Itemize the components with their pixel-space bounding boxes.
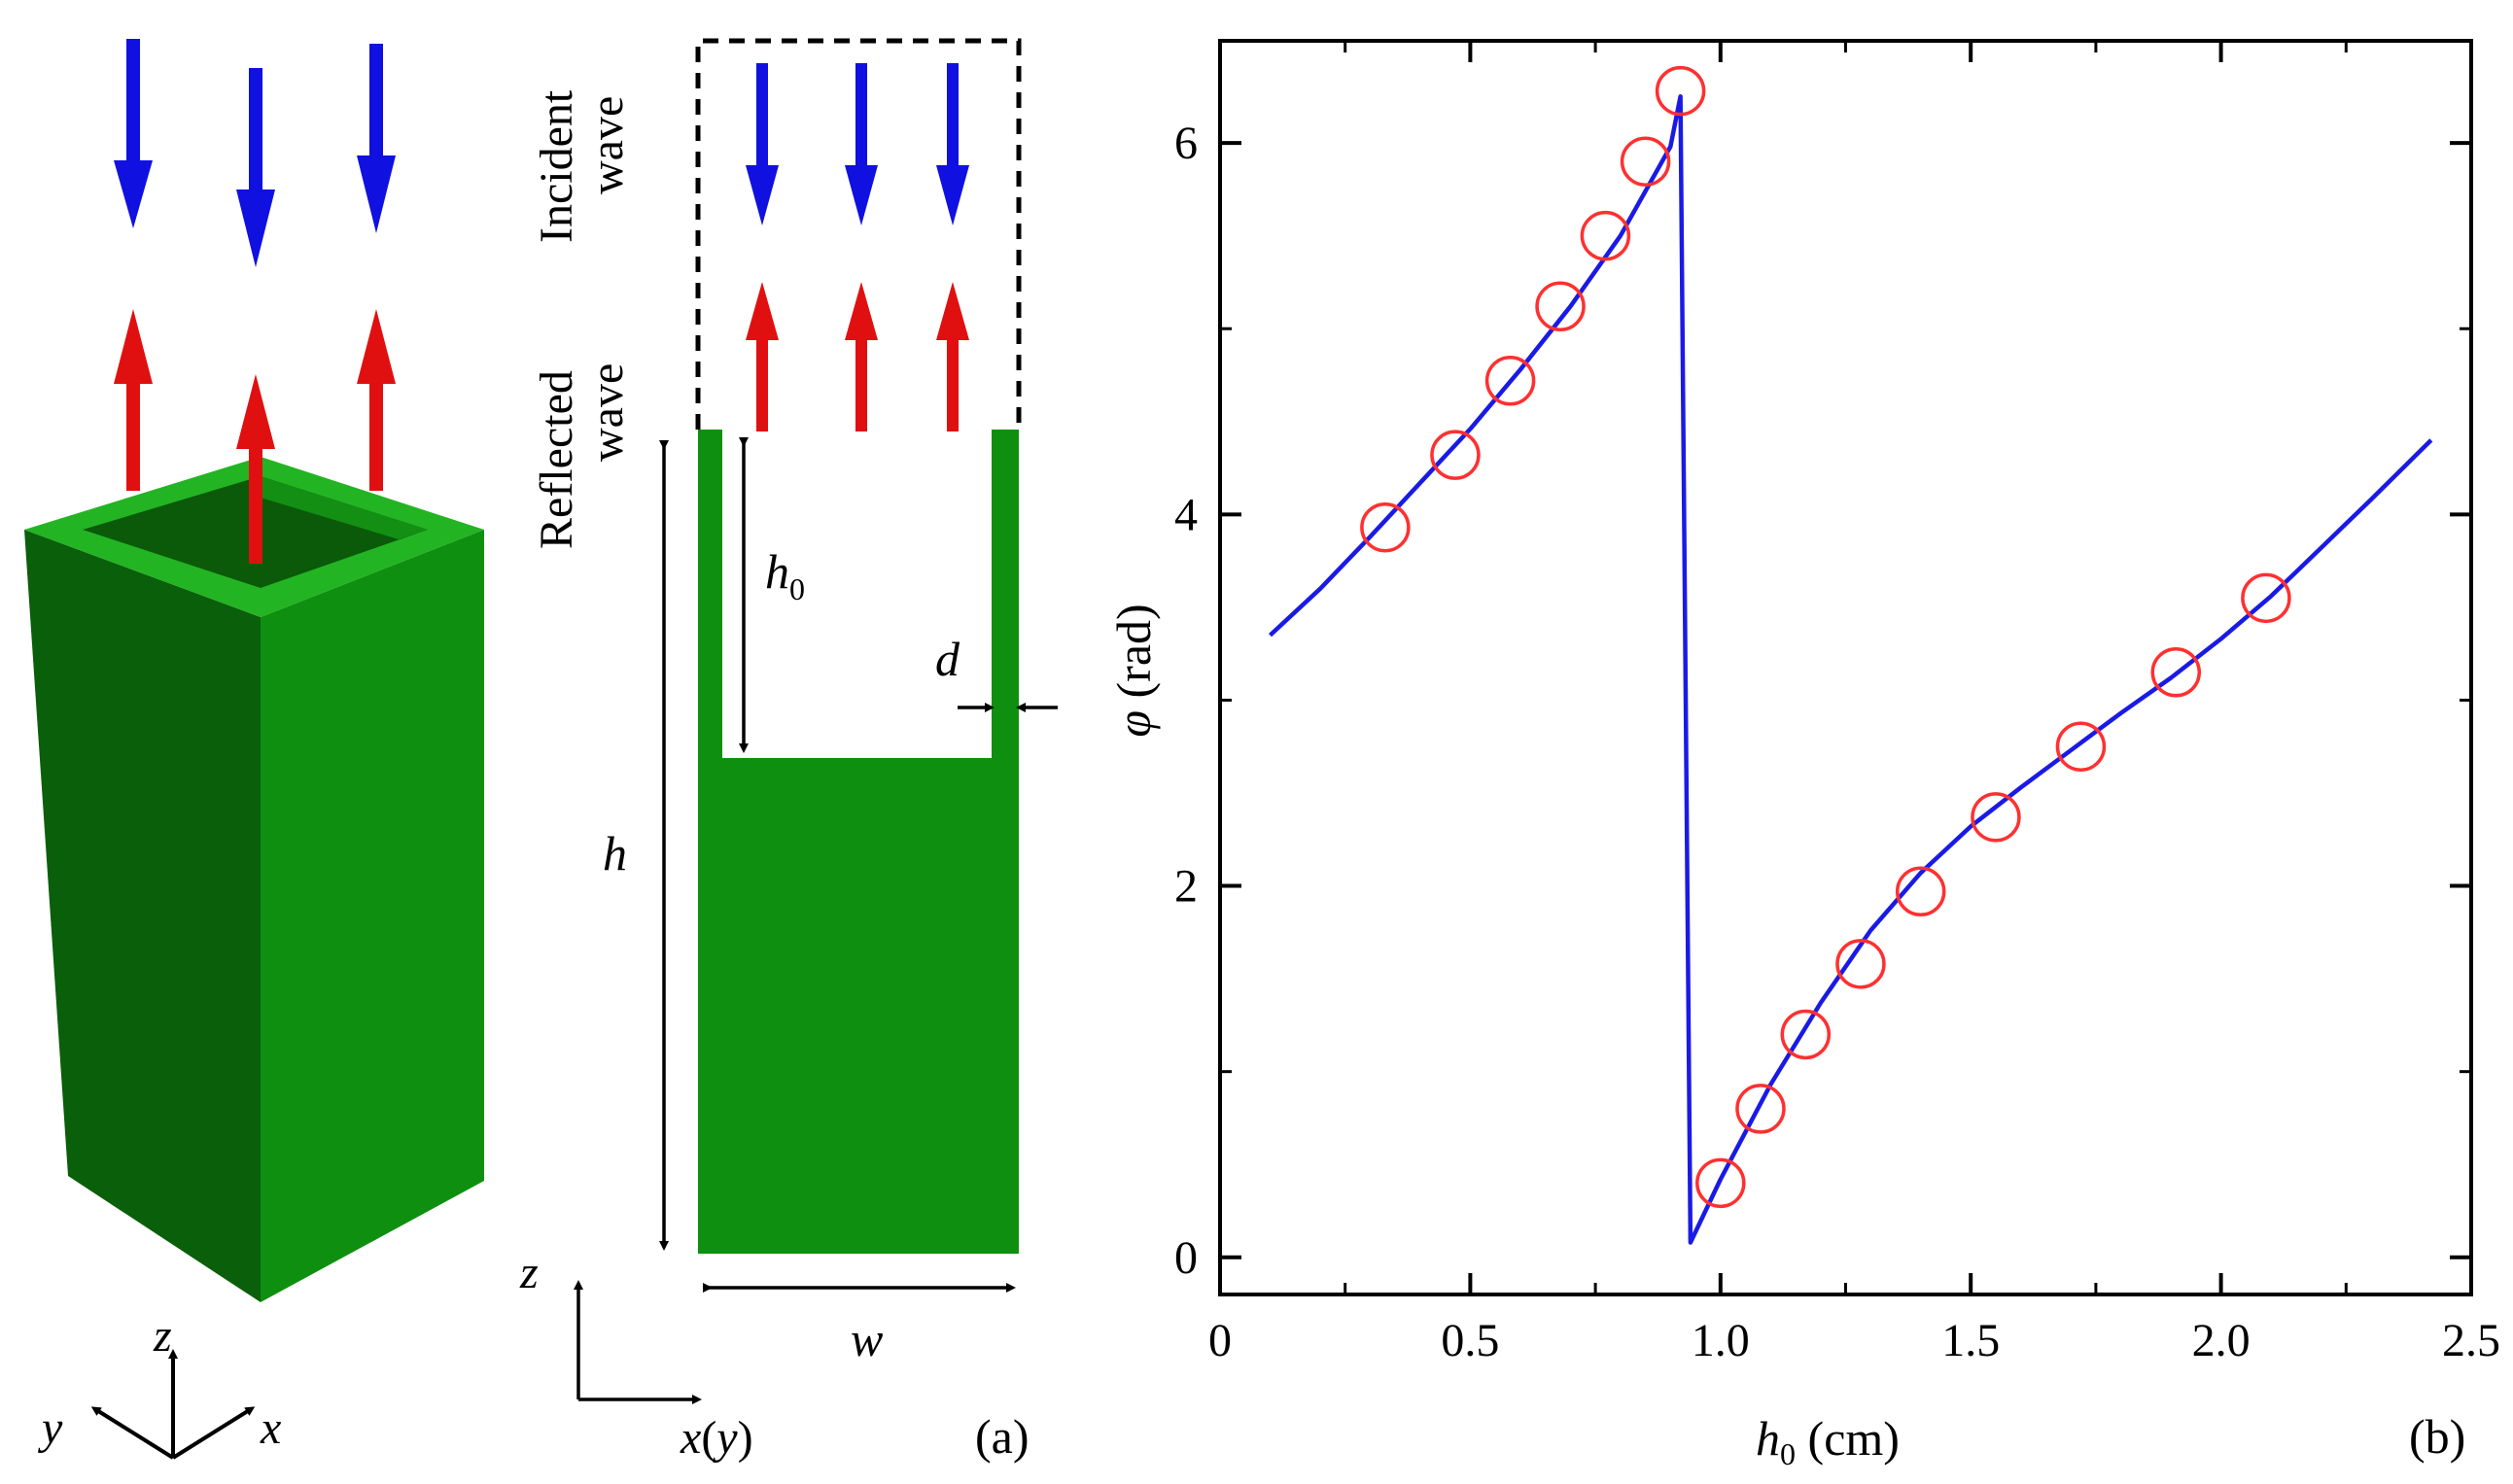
panel-b-label: (b) — [2409, 1409, 2465, 1464]
x-tick-label: 1.5 — [1941, 1315, 2000, 1366]
reflected-arrow — [236, 374, 275, 564]
x-tick-label: 2.5 — [2442, 1315, 2500, 1366]
x-tick-label: 0.5 — [1441, 1315, 1499, 1366]
data-point-marker — [1620, 136, 1671, 187]
data-point-marker — [1780, 1009, 1832, 1060]
data-point-marker — [1971, 792, 2021, 843]
data-point-marker — [1430, 430, 1481, 480]
incident-arrow — [845, 63, 878, 225]
data-point-marker — [1895, 866, 1946, 917]
dimension-lines — [659, 437, 1058, 1293]
y-tick-label: 6 — [1174, 118, 1198, 169]
data-point-marker — [1580, 210, 1631, 261]
incident-arrows-2d — [746, 63, 969, 225]
incident-wave-label-2: wave — [581, 96, 633, 194]
wave-text: Incident wave Reflected wave — [531, 89, 633, 549]
y-ticks: 0 2 4 6 — [1174, 118, 2471, 1284]
incident-arrow — [357, 44, 396, 233]
y-tick-label: 2 — [1174, 861, 1198, 913]
incident-arrow — [746, 63, 779, 225]
axis-z-label: z — [153, 1310, 172, 1362]
dim-w-label: w — [851, 1312, 883, 1366]
axis-x-label: x — [260, 1402, 281, 1454]
box-3d — [24, 457, 484, 1302]
x-tick-label: 0 — [1208, 1315, 1232, 1366]
box-top-inner-wall — [261, 476, 428, 539]
x-tick-label: 2.0 — [2192, 1315, 2251, 1366]
phase-chart: 0 0.5 1.0 1.5 2.0 2.5 0 2 4 6 — [1174, 39, 2500, 1366]
incident-arrows-3d — [114, 39, 396, 267]
data-point-marker — [1360, 501, 1411, 553]
x-ticks: 0 0.5 1.0 1.5 2.0 2.5 — [1208, 41, 2500, 1366]
incident-arrow — [236, 68, 275, 267]
dim-h-label: h — [603, 826, 627, 880]
incident-wave-label: Incident — [531, 89, 582, 243]
data-point-marker — [1695, 1157, 1746, 1209]
simulation-markers — [1360, 65, 2291, 1209]
data-point-marker — [1735, 1084, 1786, 1134]
data-point-marker — [1835, 939, 1886, 989]
reflected-arrow — [845, 282, 878, 431]
box-left-face — [24, 530, 261, 1302]
box-right-face — [261, 530, 484, 1302]
reflected-arrow — [746, 282, 779, 431]
y-axis-label: φ (rad) — [1106, 604, 1161, 737]
panel-a-label: (a) — [975, 1409, 1030, 1464]
data-point-marker — [2241, 572, 2291, 624]
data-point-marker — [2150, 647, 2202, 698]
incident-arrow — [114, 39, 153, 228]
incidence-region-box — [695, 38, 1022, 430]
dim-d-label: d — [935, 632, 960, 686]
axis-2d — [574, 1280, 702, 1404]
dim-h0-label: h0 — [765, 544, 805, 606]
reflected-wave-label-2: wave — [581, 363, 633, 462]
y-tick-label: 0 — [1174, 1232, 1198, 1284]
reflected-arrow — [357, 309, 396, 491]
plot-frame — [1218, 39, 2473, 1296]
reflected-arrow — [114, 309, 153, 491]
x-axis-label: h0 (cm) — [1756, 1411, 1900, 1471]
y-tick-label: 4 — [1174, 489, 1198, 540]
data-point-marker — [1655, 65, 1706, 117]
reflected-arrow — [936, 282, 969, 431]
reflected-wave-label: Reflected — [531, 370, 582, 549]
reflected-arrows-3d — [114, 309, 396, 564]
axis-y-label: y — [37, 1402, 63, 1454]
incident-arrow — [936, 63, 969, 225]
axis-triad-3d — [90, 1349, 256, 1460]
data-point-marker — [1484, 355, 1536, 406]
x-tick-label: 1.0 — [1692, 1315, 1750, 1366]
cross-section — [698, 430, 1019, 1254]
reflected-arrows-2d — [746, 282, 969, 431]
data-point-marker — [1535, 281, 1586, 332]
data-point-marker — [2055, 721, 2107, 772]
axis-2d-z-label: z — [519, 1247, 539, 1298]
analytical-curve — [1268, 94, 2433, 1245]
axis-2d-x-label: x(y) — [680, 1412, 753, 1464]
